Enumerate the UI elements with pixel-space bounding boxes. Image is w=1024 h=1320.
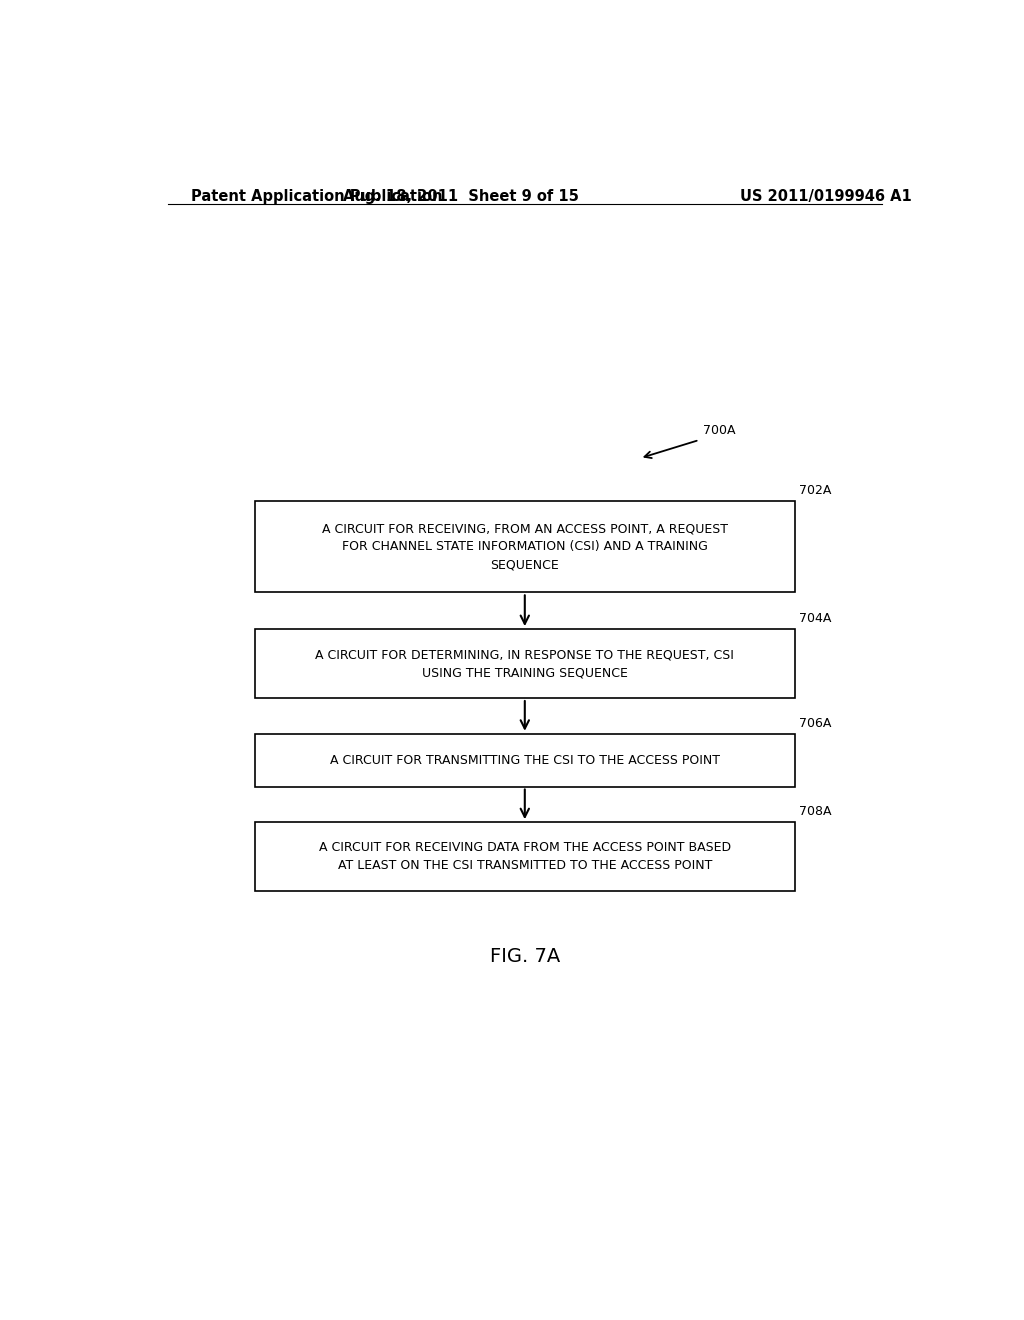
Bar xyxy=(255,500,795,593)
Bar xyxy=(255,734,795,787)
Text: A CIRCUIT FOR RECEIVING DATA FROM THE ACCESS POINT BASED
AT LEAST ON THE CSI TRA: A CIRCUIT FOR RECEIVING DATA FROM THE AC… xyxy=(318,841,731,873)
Text: 706A: 706A xyxy=(799,717,830,730)
Text: A CIRCUIT FOR RECEIVING, FROM AN ACCESS POINT, A REQUEST
FOR CHANNEL STATE INFOR: A CIRCUIT FOR RECEIVING, FROM AN ACCESS … xyxy=(322,523,728,572)
Text: 704A: 704A xyxy=(799,612,830,624)
Text: A CIRCUIT FOR TRANSMITTING THE CSI TO THE ACCESS POINT: A CIRCUIT FOR TRANSMITTING THE CSI TO TH… xyxy=(330,754,720,767)
Text: Aug. 18, 2011  Sheet 9 of 15: Aug. 18, 2011 Sheet 9 of 15 xyxy=(343,189,580,203)
Text: 708A: 708A xyxy=(799,805,831,818)
Text: 700A: 700A xyxy=(703,424,736,437)
Text: US 2011/0199946 A1: US 2011/0199946 A1 xyxy=(740,189,912,203)
Text: FIG. 7A: FIG. 7A xyxy=(489,946,560,966)
Text: 702A: 702A xyxy=(799,484,830,496)
Text: A CIRCUIT FOR DETERMINING, IN RESPONSE TO THE REQUEST, CSI
USING THE TRAINING SE: A CIRCUIT FOR DETERMINING, IN RESPONSE T… xyxy=(315,648,734,678)
Bar xyxy=(255,630,795,698)
Bar xyxy=(255,822,795,891)
Text: Patent Application Publication: Patent Application Publication xyxy=(191,189,443,203)
